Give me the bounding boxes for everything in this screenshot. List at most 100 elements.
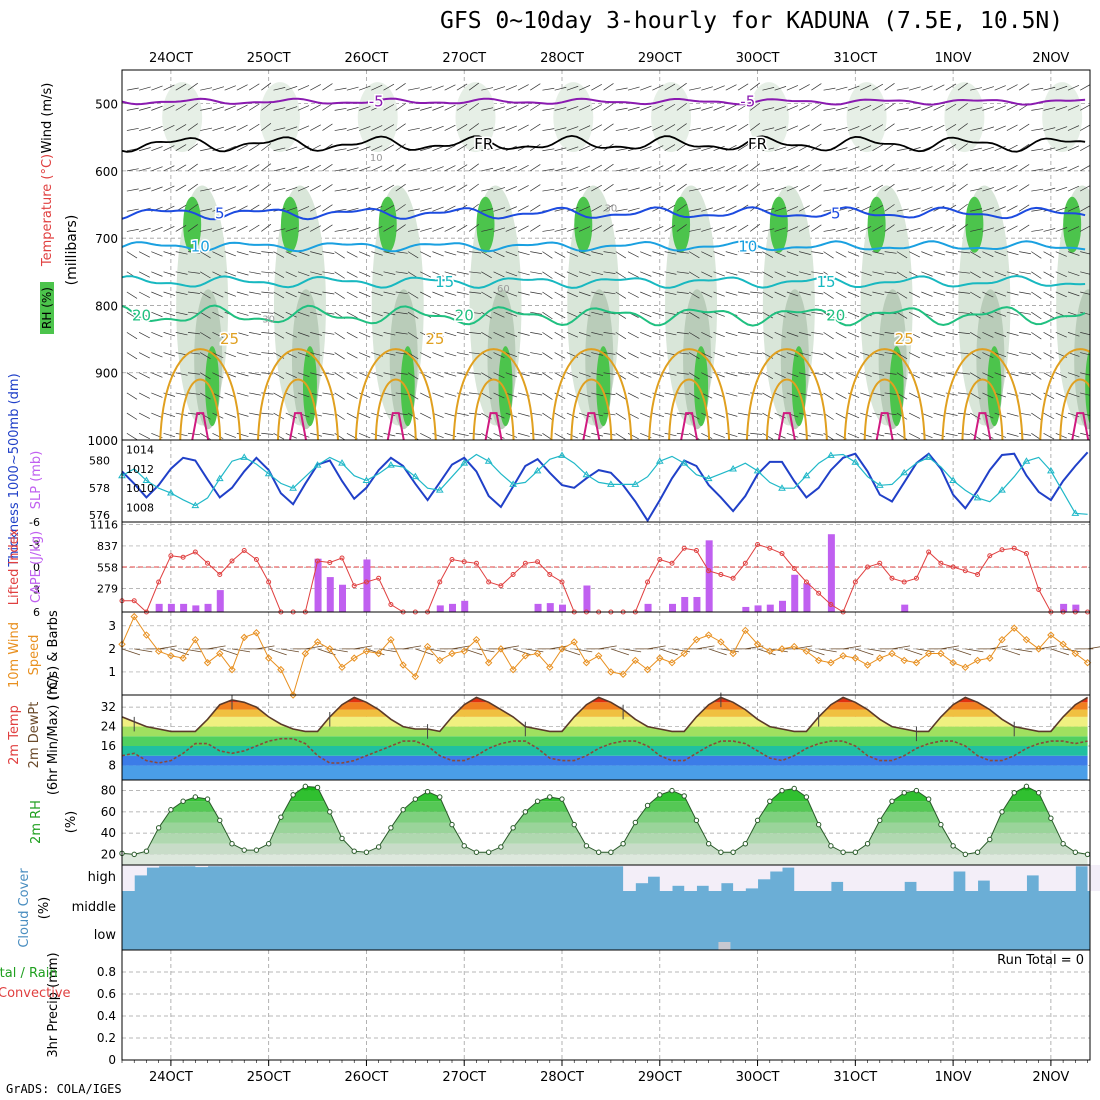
- wind-barb: [578, 332, 591, 337]
- wind-barb: [224, 105, 236, 111]
- wind-barb-10m: [952, 648, 972, 656]
- wind-barb: [909, 187, 921, 192]
- wind-barb: [138, 332, 150, 339]
- slp-point: [729, 464, 737, 472]
- wind-speed-point: [937, 649, 945, 658]
- wind-barb: [1067, 226, 1080, 232]
- wind-speed-point: [472, 635, 481, 644]
- wind-barb: [224, 125, 236, 131]
- lifted-index-point: [535, 559, 541, 565]
- wind-barb: [921, 85, 933, 91]
- wind-barb: [297, 226, 310, 232]
- wind-barb: [261, 332, 274, 334]
- wind-barb: [530, 271, 543, 275]
- wind-barb: [187, 291, 200, 294]
- slp-point: [949, 476, 957, 484]
- cloud-high-clear: [635, 865, 649, 884]
- wind-barb: [676, 392, 689, 395]
- wind-barb: [187, 163, 198, 172]
- wind-barb: [468, 143, 479, 152]
- x-tick-label-top: 25OCT: [247, 51, 291, 66]
- wind-barb: [236, 372, 249, 377]
- wind-barb: [444, 271, 457, 276]
- precip-tick-label: 0.2: [97, 1031, 116, 1045]
- li-tick-label: 6: [33, 606, 40, 619]
- rh-shade-high: [280, 196, 299, 253]
- wind-barb: [334, 251, 345, 259]
- x-tick-label-bottom: 2NOV: [1032, 1070, 1069, 1085]
- wind-barb: [847, 291, 860, 298]
- wind-barb: [481, 291, 492, 299]
- wind-barb: [371, 104, 383, 111]
- wind-barb: [285, 207, 298, 212]
- rh-point: [669, 787, 675, 794]
- cape-bar: [204, 603, 212, 612]
- wind-barb: [737, 311, 750, 315]
- wind-speed-point: [1047, 631, 1055, 639]
- temp-contour-FR: [122, 134, 1086, 153]
- wind-barb: [432, 85, 444, 91]
- cloud-high-clear: [427, 865, 441, 867]
- temp-contour-label: 10: [191, 237, 210, 255]
- wind-barb: [163, 271, 176, 276]
- wind-barb: [578, 125, 591, 131]
- wind-barb: [200, 168, 213, 172]
- wind-barb: [652, 251, 665, 256]
- wind-barb: [200, 412, 211, 420]
- wind-barb: [1067, 251, 1080, 256]
- temp-band: [122, 709, 1088, 717]
- wind-barb: [750, 432, 763, 435]
- wind-barb: [468, 183, 479, 192]
- wind-barb: [138, 311, 150, 319]
- wind-barb: [957, 372, 970, 375]
- wind-barb: [652, 271, 665, 276]
- temp-band: [122, 726, 1088, 737]
- temperature-legend-label: Temperature (°C): [40, 154, 55, 267]
- cloud-high-clear: [623, 865, 636, 891]
- wind-barb: [554, 352, 566, 359]
- wind-barb: [358, 332, 371, 338]
- wind-barb: [151, 226, 163, 232]
- wind-barb: [750, 82, 761, 91]
- cape-bar: [1060, 603, 1068, 612]
- slp-point: [1022, 457, 1031, 464]
- wind-barb: [1019, 352, 1031, 356]
- wind-barb: [786, 226, 799, 232]
- wind-barb: [126, 251, 138, 259]
- wind-barb: [200, 352, 211, 360]
- wind-barb: [383, 124, 395, 131]
- wind-barb: [921, 332, 933, 338]
- wind-barb: [383, 332, 396, 336]
- cape-bar: [436, 605, 444, 612]
- temp-contour-30: [582, 412, 601, 440]
- wind-barb: [542, 311, 553, 320]
- wind-barb: [322, 412, 335, 416]
- wind-barb: [664, 311, 677, 316]
- wind-barb: [664, 372, 677, 376]
- wind-barb: [1006, 352, 1019, 357]
- wind-barb: [1043, 271, 1055, 278]
- wind-barb: [774, 166, 787, 172]
- wind-barb: [322, 432, 335, 436]
- rh-point: [327, 809, 333, 815]
- wind-barb: [627, 352, 639, 359]
- wind-barb: [236, 185, 248, 192]
- wind-speed-point: [631, 656, 640, 665]
- temp-contour-label: 15: [435, 273, 454, 291]
- wind-barb: [640, 226, 652, 232]
- wind-barb: [701, 167, 713, 172]
- wind-barb: [640, 85, 652, 91]
- wind-barb: [847, 126, 860, 131]
- cape-bar: [669, 603, 676, 612]
- temp-contour-label: 25: [425, 330, 444, 348]
- wind-barb: [823, 168, 836, 172]
- wind-barb: [615, 251, 627, 259]
- wind-barb: [578, 291, 591, 297]
- wind-barb: [261, 102, 272, 111]
- wind-barb: [1031, 251, 1042, 259]
- wind-barb: [420, 227, 432, 232]
- wind-barb: [530, 184, 541, 192]
- wind-barb: [676, 372, 689, 375]
- wind-barb: [481, 392, 492, 400]
- temp-contour-label: 10: [738, 237, 757, 255]
